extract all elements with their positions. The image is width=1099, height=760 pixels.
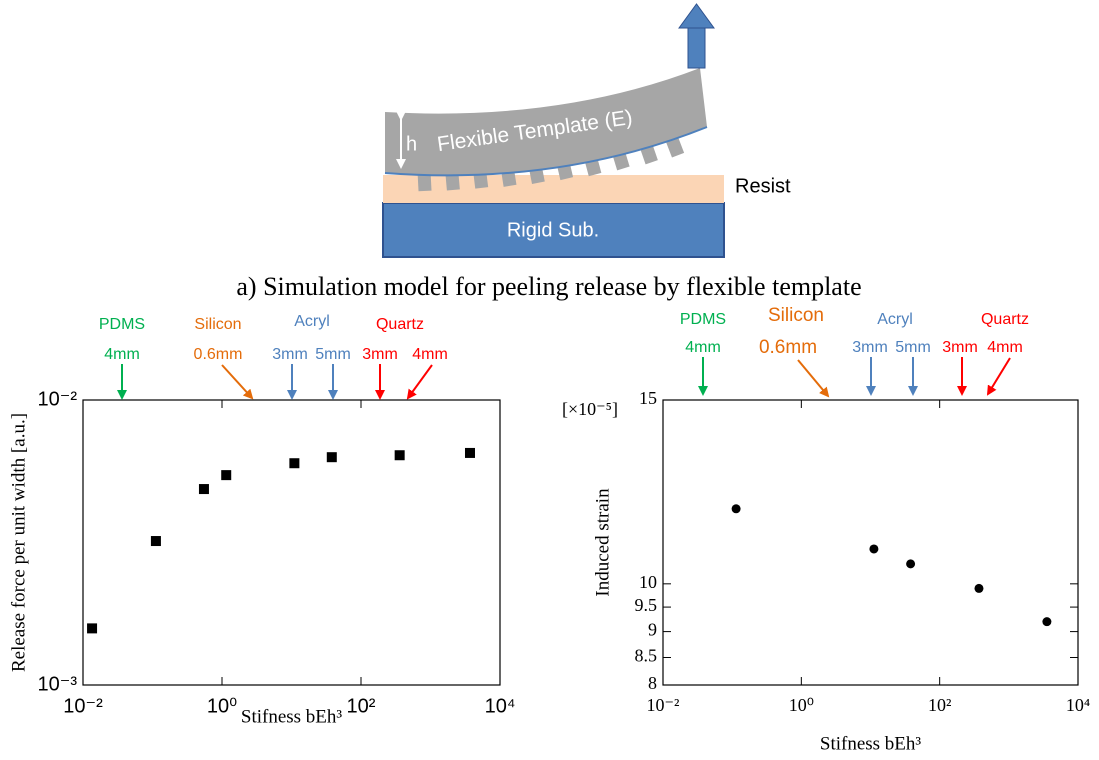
y-tick-label: 9.5	[635, 595, 658, 615]
thickness-label: 4mm	[685, 339, 721, 356]
data-point	[974, 583, 984, 593]
substrate-label: Rigid Sub.	[507, 219, 599, 241]
material-arrow	[221, 364, 254, 400]
x-tick-label: 10⁴	[485, 695, 516, 717]
data-point	[289, 458, 300, 469]
diagram: h Flexible Template (E) Resist Rigid Sub…	[382, 3, 791, 258]
y-tick-label: 8	[648, 673, 657, 693]
x-axis-label: Stifness bEh³	[820, 733, 922, 754]
thickness-label: 5mm	[315, 346, 351, 363]
thickness-label: 0.6mm	[194, 346, 243, 363]
y-tick-label: 8.5	[635, 646, 658, 666]
data-point	[221, 470, 232, 481]
x-axis-label: Stifness bEh³	[241, 706, 343, 727]
data-point	[87, 623, 98, 634]
x-tick-label: 10⁴	[1066, 695, 1090, 715]
y-axis-label: Induced strain	[592, 488, 613, 597]
data-point	[731, 504, 741, 514]
y-tick-label: 10⁻²	[38, 388, 78, 410]
substrate	[382, 202, 725, 258]
material-label: Acryl	[877, 311, 913, 328]
y-tick-label: 10⁻³	[38, 673, 78, 695]
material-label: Silicon	[194, 316, 241, 333]
pull-arrow	[678, 3, 715, 69]
thickness-label: h	[406, 133, 417, 155]
x-tick-label: 10⁰	[207, 695, 237, 717]
data-point	[394, 450, 405, 461]
template	[385, 68, 707, 176]
material-arrow	[986, 357, 1011, 396]
y-tick-label: 15	[639, 388, 657, 408]
thickness-label: 0.6mm	[759, 337, 817, 358]
material-label: Quartz	[376, 316, 424, 333]
x-tick-label: 10²	[347, 695, 376, 717]
plot-frame	[82, 399, 501, 686]
data-point	[326, 452, 337, 463]
material-label: PDMS	[99, 316, 145, 333]
data-point	[869, 544, 879, 554]
x-tick-label: 10⁻²	[63, 695, 103, 717]
y-tick-label: 9	[648, 620, 657, 640]
x-tick-label: 10²	[928, 695, 951, 715]
data-point	[464, 447, 475, 458]
resist-label: Resist	[735, 175, 791, 197]
x-tick-label: 10⁻²	[647, 695, 680, 715]
thickness-label: 4mm	[104, 346, 140, 363]
material-arrow	[406, 364, 433, 400]
material-label: Silicon	[768, 305, 824, 326]
template-edge	[384, 126, 708, 177]
chart: 10⁻² 10⁰ 10² 10⁴ 8 8.5 9 9.5 10 15 Stifness bEh³ In…	[562, 305, 1090, 754]
y-axis-label: Release force per unit width [a.u.]	[8, 413, 29, 672]
material-label: Quartz	[981, 311, 1029, 328]
material-label: Acryl	[294, 313, 330, 330]
thickness-label: 3mm	[272, 346, 308, 363]
data-point	[198, 484, 209, 495]
data-point	[150, 536, 161, 547]
thickness-label: 3mm	[362, 346, 398, 363]
thickness-label: 3mm	[942, 339, 978, 356]
thickness-label: 5mm	[895, 339, 931, 356]
resist	[383, 175, 724, 203]
thickness-label: 4mm	[987, 339, 1023, 356]
plot-frame	[662, 399, 1079, 686]
x-tick-label: 10⁰	[789, 695, 814, 715]
material-label: PDMS	[680, 311, 726, 328]
y-axis-unit: [×10⁻⁵]	[562, 399, 618, 419]
caption: a) Simulation model for peeling release …	[236, 272, 861, 301]
material-arrow	[797, 359, 830, 398]
thickness-label: 4mm	[412, 346, 448, 363]
data-point	[906, 559, 916, 569]
thickness-label: 3mm	[852, 339, 888, 356]
data-point	[1042, 617, 1052, 627]
y-tick-label: 10	[639, 572, 657, 592]
